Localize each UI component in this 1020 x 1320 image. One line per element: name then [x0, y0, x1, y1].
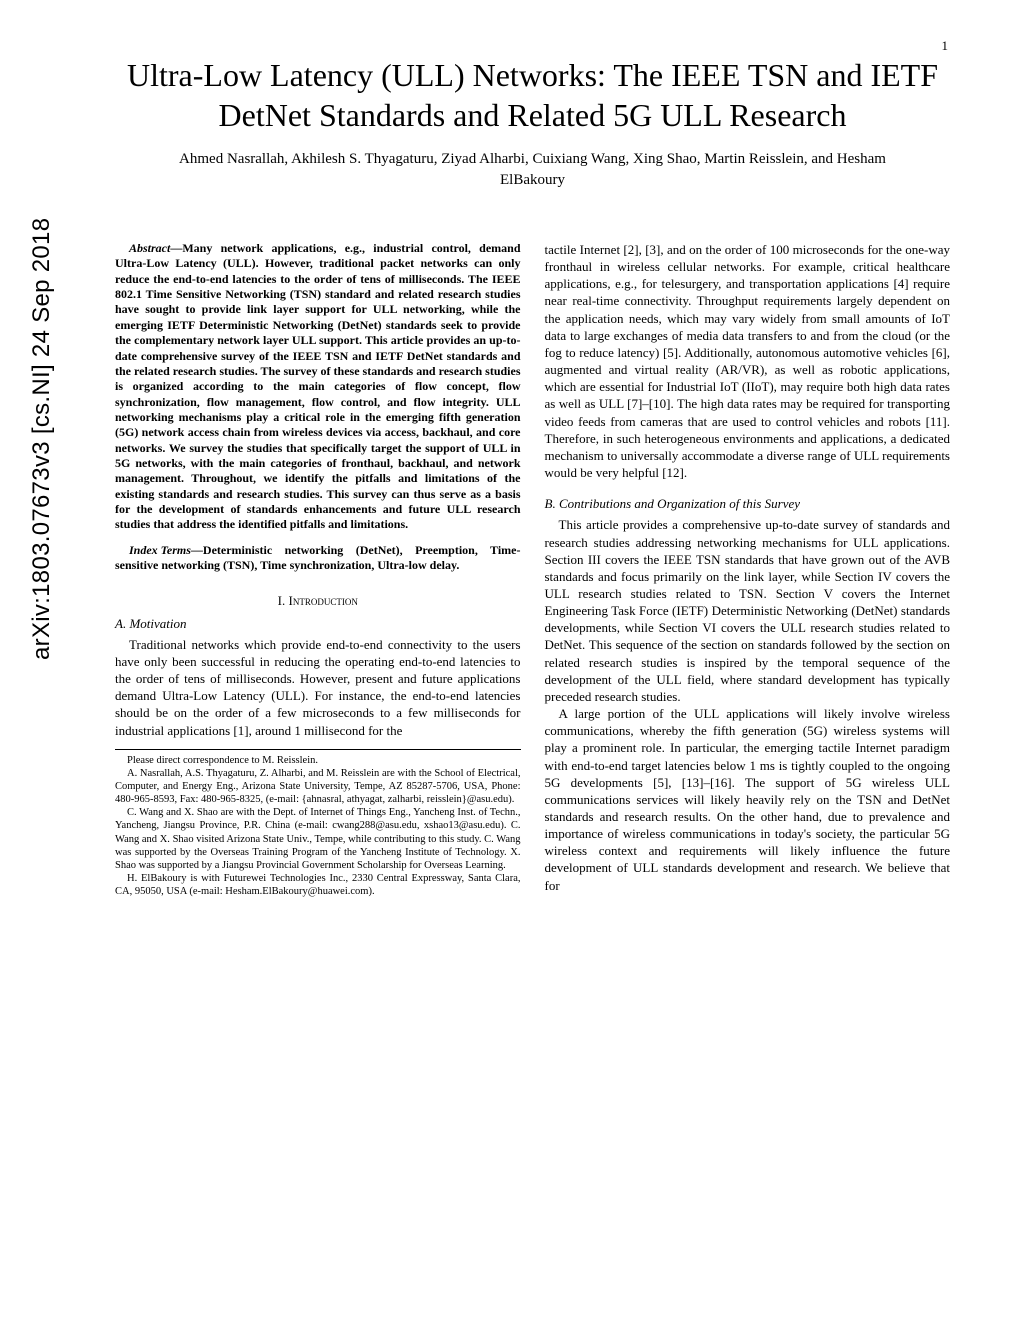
index-terms-block: Index Terms—Deterministic networking (De… — [115, 543, 521, 574]
motivation-paragraph: Traditional networks which provide end-t… — [115, 636, 521, 739]
footnote-affiliation-2: C. Wang and X. Shao are with the Dept. o… — [115, 806, 521, 872]
section-title-text: Introduction — [289, 593, 358, 608]
footnote-affiliation-3: H. ElBakoury is with Futurewei Technolog… — [115, 872, 521, 898]
author-list: Ahmed Nasrallah, Akhilesh S. Thyagaturu,… — [115, 149, 950, 191]
page-container: 1 Ultra-Low Latency (ULL) Networks: The … — [0, 0, 1020, 928]
spacer — [545, 481, 951, 495]
paper-title: Ultra-Low Latency (ULL) Networks: The IE… — [115, 55, 950, 135]
footnote-affiliation-1: A. Nasrallah, A.S. Thyagaturu, Z. Alharb… — [115, 767, 521, 806]
page-number: 1 — [942, 38, 949, 54]
abstract-label: Abstract — [115, 241, 170, 256]
contributions-para2: A large portion of the ULL applications … — [545, 705, 951, 894]
two-column-layout: Abstract—Many network applications, e.g.… — [115, 241, 950, 898]
footnotes-block: Please direct correspondence to M. Reiss… — [115, 749, 521, 898]
index-terms-label: Index Terms — [115, 543, 191, 558]
col2-para1: tactile Internet [2], [3], and on the or… — [545, 241, 951, 481]
right-column: tactile Internet [2], [3], and on the or… — [545, 241, 951, 898]
contributions-para1: This article provides a comprehensive up… — [545, 516, 951, 705]
section-number: I. — [278, 593, 289, 608]
section-1-heading: I. Introduction — [115, 592, 521, 609]
abstract-block: Abstract—Many network applications, e.g.… — [115, 241, 521, 533]
footnote-correspondence: Please direct correspondence to M. Reiss… — [115, 754, 521, 767]
subsection-b-heading: B. Contributions and Organization of thi… — [545, 495, 951, 512]
subsection-a-heading: A. Motivation — [115, 615, 521, 632]
abstract-text: —Many network applications, e.g., indust… — [115, 241, 521, 531]
left-column: Abstract—Many network applications, e.g.… — [115, 241, 521, 898]
